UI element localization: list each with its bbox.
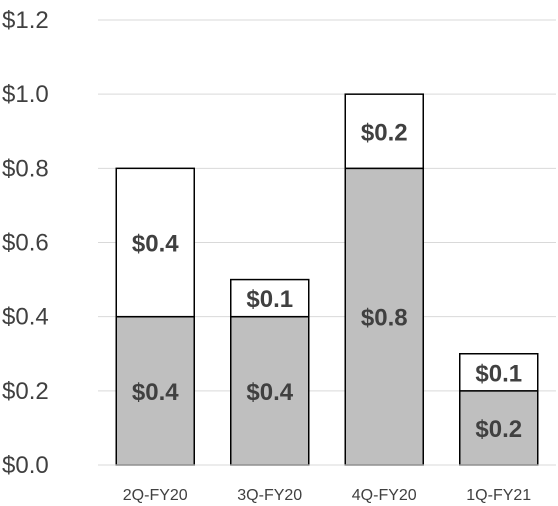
bar-segment — [230, 315, 310, 466]
y-tick-label: $0.0 — [2, 452, 49, 479]
x-tick-label: 1Q-FY21 — [466, 487, 531, 504]
x-tick-label: 3Q-FY20 — [237, 487, 302, 504]
bar-segment — [344, 93, 424, 170]
y-tick-label: $0.8 — [2, 155, 49, 182]
data-label: $0.4 — [132, 379, 179, 406]
bar-segment — [115, 167, 195, 318]
x-tick-label: 2Q-FY20 — [123, 487, 188, 504]
y-axis-tick-labels: $0.0 $0.2 $0.4 $0.6 $0.8 $1.0 $1.2 — [2, 7, 49, 479]
data-label: $0.4 — [246, 379, 293, 406]
y-tick-label: $1.0 — [2, 81, 49, 108]
bar-segment — [230, 278, 310, 318]
bar-segment — [459, 353, 539, 392]
y-tick-label: $0.4 — [2, 304, 49, 331]
y-tick-label: $0.6 — [2, 230, 49, 257]
data-label: $0.2 — [361, 119, 408, 146]
bar-segment — [459, 390, 539, 466]
data-label: $0.1 — [246, 286, 293, 313]
y-tick-label: $1.2 — [2, 7, 49, 34]
data-label: $0.1 — [475, 360, 522, 387]
data-label: $0.2 — [475, 416, 522, 443]
y-tick-label: $0.2 — [2, 378, 49, 405]
data-label: $0.4 — [132, 231, 179, 258]
x-tick-label: 4Q-FY20 — [352, 487, 417, 504]
bars — [115, 93, 539, 466]
data-label: $0.8 — [361, 305, 408, 332]
x-axis-tick-labels: 2Q-FY20 3Q-FY20 4Q-FY20 1Q-FY21 — [123, 487, 532, 504]
bar-segment — [344, 167, 424, 466]
data-labels: $0.4 $0.4 $0.4 $0.1 $0.8 $0.2 $0.2 $0.1 — [132, 119, 522, 443]
